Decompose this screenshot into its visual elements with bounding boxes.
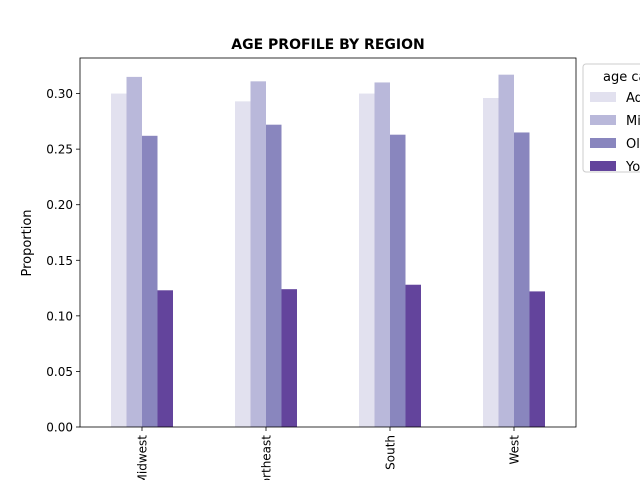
y-tick-label: 0.30 [46, 87, 73, 101]
y-tick-label: 0.25 [46, 143, 73, 157]
bar-midwest-adult [111, 93, 127, 427]
legend-title: age category [603, 70, 640, 85]
bar-midwest-older [142, 135, 158, 428]
legend: age category Adult Middle-aged Older Young [582, 63, 640, 175]
y-tick-label: 0.20 [46, 198, 73, 212]
bar-northeast-middle-aged [250, 81, 266, 427]
bar-south-middle-aged [374, 82, 390, 427]
y-tick-label: 0.10 [46, 309, 73, 323]
legend-swatch-older [590, 138, 616, 148]
bar-west-older [514, 132, 530, 427]
bar-midwest-middle-aged [126, 76, 142, 427]
bar-west-young [529, 291, 545, 427]
legend-label-adult: Adult [626, 91, 640, 106]
x-tick-label: Northeast [260, 435, 274, 480]
y-tick-label: 0.00 [46, 421, 73, 435]
bar-west-adult [483, 98, 499, 427]
y-tick-label: 0.05 [46, 365, 73, 379]
legend-swatch-young [590, 161, 616, 171]
legend-label-young: Young [625, 160, 640, 175]
x-tick-label: South [384, 435, 398, 470]
bar-northeast-older [266, 124, 282, 427]
legend-swatch-adult [590, 92, 616, 102]
bar-midwest-young [157, 290, 173, 427]
bar-south-older [390, 134, 406, 427]
bar-west-middle-aged [498, 74, 514, 428]
plot-area: Midwest Northeast South West 0.00 0.05 0.10 0.1… [46, 57, 577, 480]
bar-south-adult [359, 93, 375, 427]
chart-title: AGE PROFILE BY REGION [231, 37, 424, 53]
plot-frame [79, 57, 577, 428]
y-axis-label: Proportion [20, 209, 35, 276]
x-tick-label: West [508, 435, 522, 465]
legend-label-middle-aged: Middle-aged [626, 114, 640, 129]
y-tick-label: 0.15 [46, 254, 73, 268]
legend-label-older: Older [626, 137, 640, 152]
legend-swatch-middle-aged [590, 115, 616, 125]
x-tick-label: Midwest [136, 435, 150, 480]
bar-south-young [405, 284, 421, 427]
bar-northeast-adult [235, 101, 251, 427]
bar-northeast-young [281, 289, 297, 427]
